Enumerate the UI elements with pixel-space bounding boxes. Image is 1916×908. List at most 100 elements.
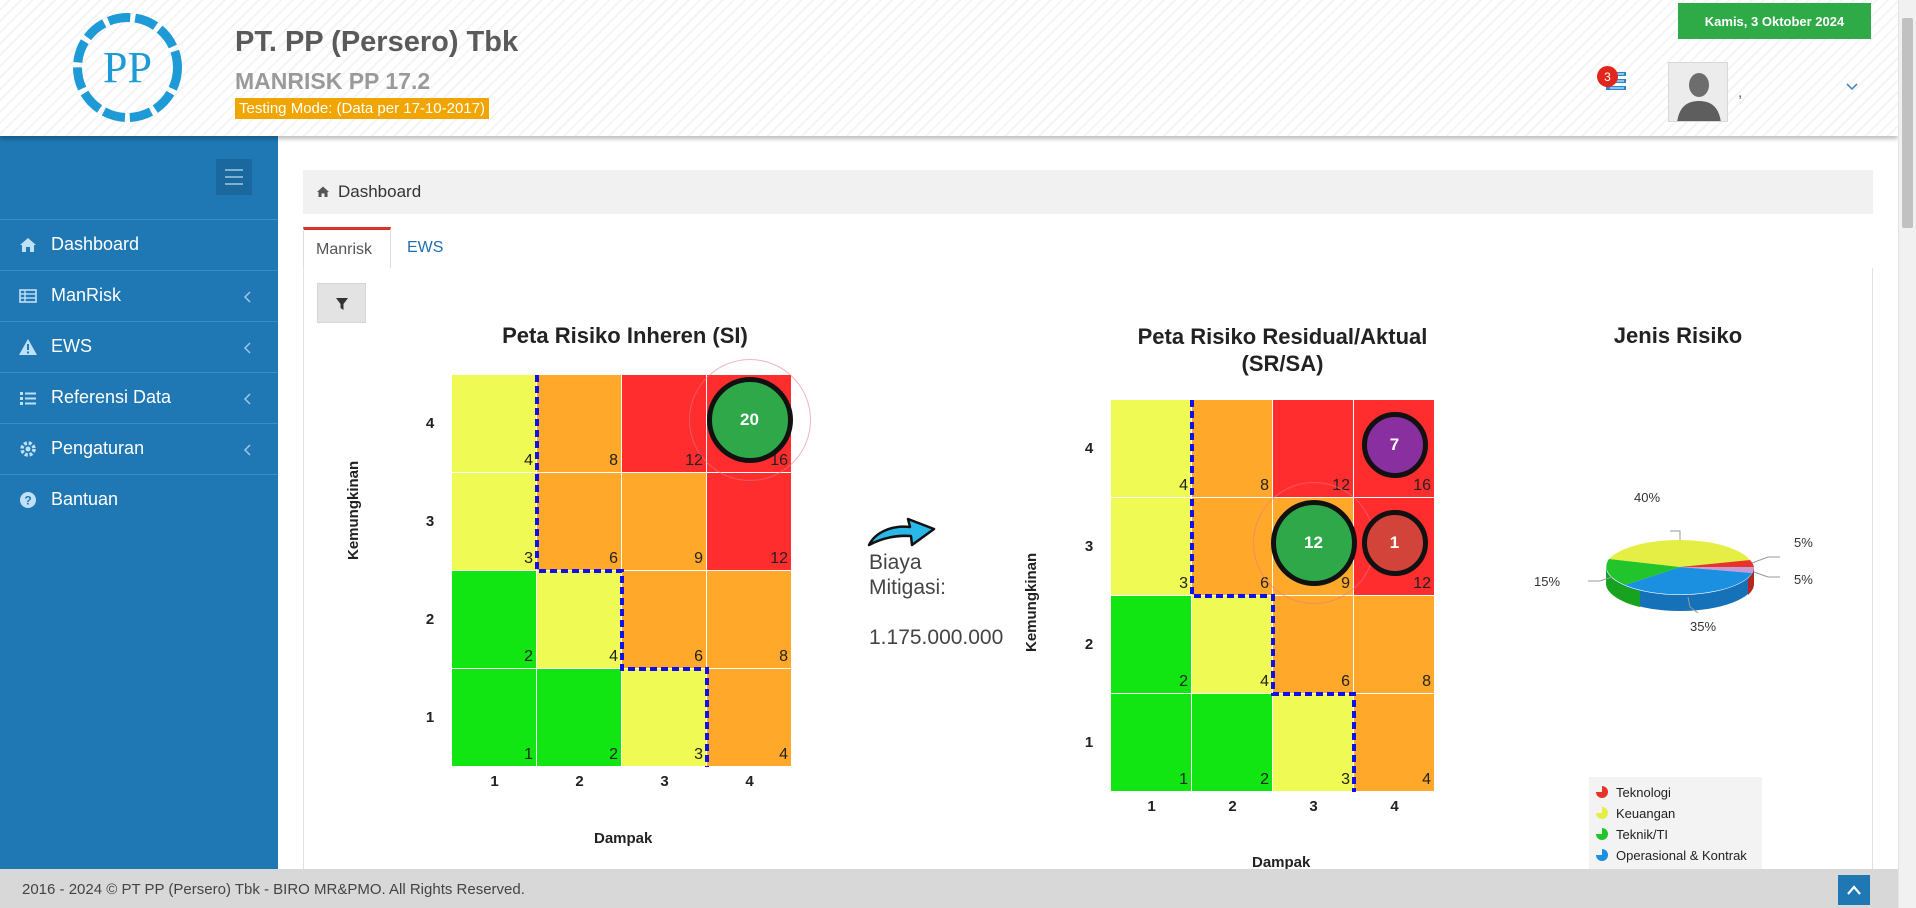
risk-count-bubble[interactable]: 12 xyxy=(1270,500,1357,586)
scrollbar-thumb[interactable] xyxy=(1902,18,1913,228)
matrix-cell: 4 xyxy=(1111,400,1191,497)
legend-label: Keuangan xyxy=(1616,805,1676,821)
matrix-cell-value: 16 xyxy=(1413,477,1431,494)
date-badge: Kamis, 3 Oktober 2024 xyxy=(1678,3,1871,39)
sidebar-item-ews[interactable]: EWS xyxy=(0,321,278,372)
x-tick-label: 2 xyxy=(1228,798,1237,815)
chevron-up-icon xyxy=(1847,885,1861,895)
chevron-down-icon[interactable] xyxy=(1845,80,1859,94)
tab-manrisk[interactable]: Manrisk xyxy=(303,227,391,270)
sidebar-item-pengaturan[interactable]: Pengaturan xyxy=(0,423,278,474)
chart-title-residual: Peta Risiko Residual/Aktual (SR/SA) xyxy=(1137,324,1428,376)
pie-slice-keuangan xyxy=(1609,539,1750,567)
company-logo: PP xyxy=(73,13,182,122)
matrix-cell: 6 xyxy=(1273,596,1353,693)
sidebar-toggle-button[interactable] xyxy=(216,159,252,195)
tab-bar: Manrisk EWS xyxy=(303,227,1873,270)
matrix-cell-value: 4 xyxy=(609,648,618,665)
matrix-cell: 6 xyxy=(537,473,621,570)
y-axis-label-residual: Kemungkinan xyxy=(1023,552,1040,652)
avatar-silhouette-icon xyxy=(1669,63,1727,121)
legend-item-teknik[interactable]: Teknik/TI xyxy=(1595,824,1668,844)
home-icon xyxy=(317,186,329,197)
page-scrollbar[interactable] xyxy=(1898,0,1916,908)
pie-slice-icon xyxy=(1596,849,1608,861)
table-icon xyxy=(19,289,37,303)
pie-slice-icon xyxy=(1596,786,1608,798)
matrix-cell: 6 xyxy=(622,571,706,668)
risk-count-bubble[interactable]: 20 xyxy=(706,377,793,463)
question-icon: ? xyxy=(20,492,36,508)
matrix-cell-value: 2 xyxy=(524,648,533,665)
user-avatar[interactable] xyxy=(1668,62,1728,122)
matrix-cell-value: 1 xyxy=(1179,771,1188,788)
matrix-cell: 2 xyxy=(1192,694,1272,791)
matrix-cell-value: 3 xyxy=(1179,575,1188,592)
sidebar-item-label: Referensi Data xyxy=(51,387,172,407)
sidebar-item-label: Dashboard xyxy=(51,234,140,254)
sidebar-item-label: EWS xyxy=(51,336,93,356)
matrix-cell-value: 12 xyxy=(770,550,788,567)
x-tick-label: 3 xyxy=(1309,798,1318,815)
sidebar-item-bantuan[interactable]: ? Bantuan xyxy=(0,474,278,525)
sidebar-item-referensi-data[interactable]: Referensi Data xyxy=(0,372,278,423)
matrix-cell-value: 4 xyxy=(1260,673,1269,690)
matrix-cell-value: 3 xyxy=(694,746,703,763)
risk-count-bubble[interactable]: 7 xyxy=(1361,412,1428,478)
matrix-cell: 4 xyxy=(1192,596,1272,693)
x-tick-label: 2 xyxy=(575,773,584,790)
matrix-cell: 4 xyxy=(707,669,791,766)
user-name[interactable]: , xyxy=(1738,84,1743,101)
sidebar-menu: Dashboard ManRisk EWS xyxy=(0,219,278,525)
legend-item-teknologi[interactable]: Teknologi xyxy=(1595,782,1671,802)
bubble-highlight-ring xyxy=(688,359,811,481)
chart-title-inheren: Peta Risiko Inheren (SI) xyxy=(502,323,748,348)
chevron-left-icon xyxy=(243,393,251,405)
matrix-cell-value: 9 xyxy=(694,550,703,567)
x-tick-label: 3 xyxy=(660,773,669,790)
risk-count-bubble[interactable]: 1 xyxy=(1361,510,1428,576)
sidebar-item-label: Pengaturan xyxy=(51,438,145,458)
breadcrumb-item-dashboard[interactable]: Dashboard xyxy=(338,182,422,201)
sidebar-item-dashboard[interactable]: Dashboard xyxy=(0,219,278,270)
sidebar: Dashboard ManRisk EWS xyxy=(0,136,278,908)
chart-title-jenis-risiko: Jenis Risiko xyxy=(1613,323,1743,348)
mitigation-cost-value: 1.175.000.000 xyxy=(869,626,1004,649)
pie-slice-operasional xyxy=(1625,567,1752,595)
curved-arrow-icon xyxy=(867,517,936,547)
sidebar-item-label: ManRisk xyxy=(51,285,122,305)
matrix-cell: 8 xyxy=(1354,596,1434,693)
matrix-cell: 1 xyxy=(452,669,536,766)
matrix-cell: 4 xyxy=(452,375,536,472)
list-icon xyxy=(20,392,36,405)
logo-text: PP xyxy=(103,43,152,92)
x-tick-label: 4 xyxy=(745,773,754,790)
y-tick-label: 3 xyxy=(425,513,435,530)
y-axis-label-inheren: Kemungkinan xyxy=(345,460,362,560)
matrix-cell: 12 xyxy=(707,473,791,570)
y-tick-label: 1 xyxy=(1084,734,1094,751)
testing-mode-badge: Testing Mode: (Data per 17-10-2017) xyxy=(235,98,489,119)
footer-copyright: 2016 - 2024 © PT PP (Persero) Tbk - BIRO… xyxy=(22,881,525,898)
filter-button[interactable] xyxy=(317,283,366,323)
matrix-cell-value: 2 xyxy=(1260,771,1269,788)
matrix-cell: 3 xyxy=(1273,694,1353,791)
matrix-cell: 8 xyxy=(707,571,791,668)
pie-chart-jenis-risiko: 40% 5% 5% 15% 35% xyxy=(1530,485,1830,655)
x-axis-label-inheren: Dampak xyxy=(594,830,653,847)
scroll-to-top-button[interactable] xyxy=(1838,875,1870,905)
home-icon xyxy=(20,238,36,252)
chevron-left-icon xyxy=(243,444,251,456)
matrix-cell-value: 4 xyxy=(779,746,788,763)
matrix-cell-value: 2 xyxy=(609,746,618,763)
legend-item-keuangan[interactable]: Keuangan xyxy=(1595,803,1675,823)
legend-item-operasional[interactable]: Operasional & Kontrak xyxy=(1595,845,1747,865)
pie-label-operasional: 35% xyxy=(1690,619,1717,634)
app-version: MANRISK PP 17.2 xyxy=(235,68,431,94)
risk-appetite-boundary xyxy=(535,375,709,767)
sidebar-item-manrisk[interactable]: ManRisk xyxy=(0,270,278,321)
sidebar-item-label: Bantuan xyxy=(51,489,119,509)
y-tick-label: 4 xyxy=(1084,440,1094,457)
tab-ews[interactable]: EWS xyxy=(407,239,444,256)
risk-appetite-boundary xyxy=(1190,400,1356,792)
